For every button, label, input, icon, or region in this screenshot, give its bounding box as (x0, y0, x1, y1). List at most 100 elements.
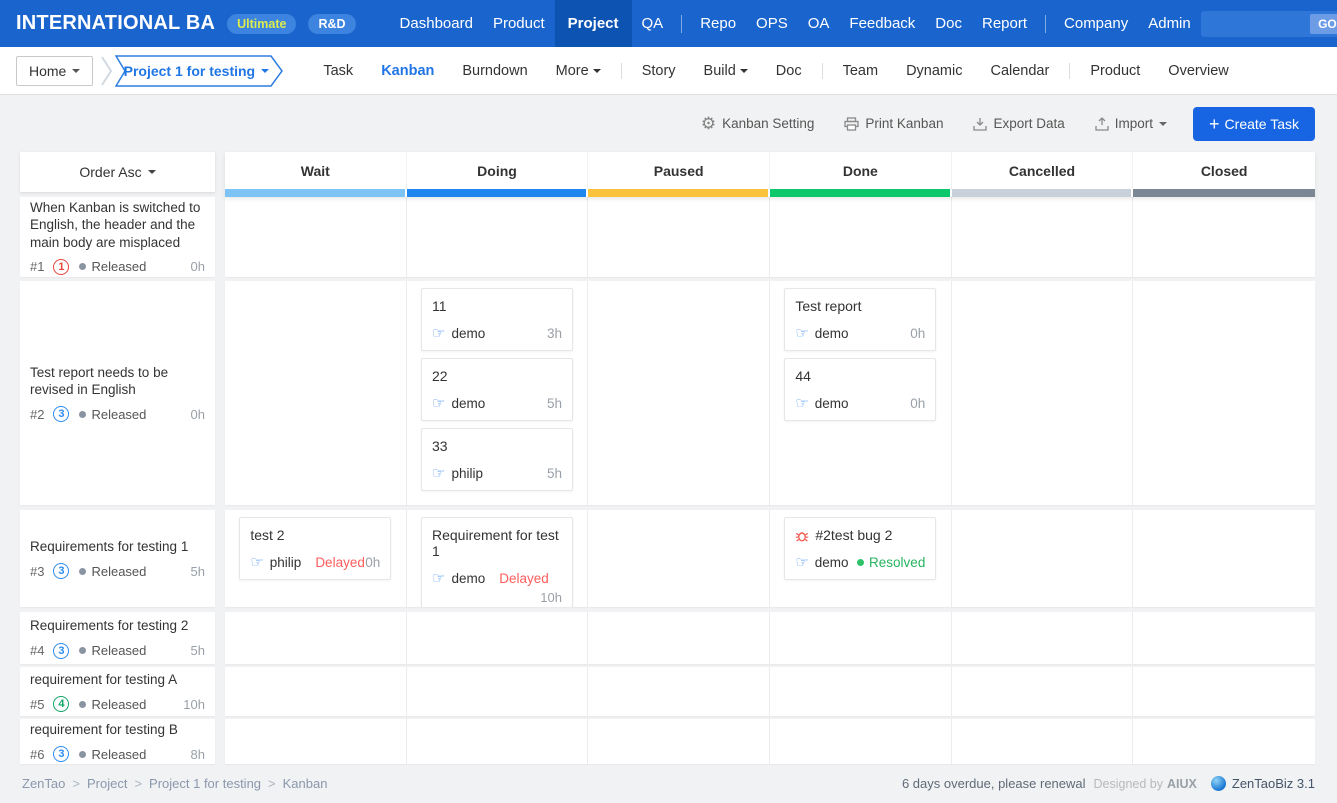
story-title: Requirements for testing 1 (30, 538, 189, 554)
task-card[interactable]: Test report ☞ demo 0h (784, 288, 937, 351)
priority-icon: 1 (53, 258, 70, 275)
tab-doc[interactable]: Doc (775, 62, 802, 79)
story-card[interactable]: When Kanban is switched to English, the … (20, 197, 215, 277)
nav-oa[interactable]: OA (807, 15, 830, 32)
home-dropdown[interactable]: Home (16, 55, 94, 86)
task-card[interactable]: test 2 ☞ philip Delayed 0h (239, 517, 392, 580)
tab-overview[interactable]: Overview (1168, 62, 1229, 79)
story-hours: 0h (190, 406, 205, 422)
assignee-name: demo (451, 326, 486, 341)
designer-link[interactable]: AIUX (1167, 776, 1197, 791)
tab-kanban[interactable]: Kanban (381, 62, 435, 79)
kanban-cell[interactable] (588, 612, 770, 664)
kanban-cell[interactable] (225, 281, 407, 505)
swimlane: test 2 ☞ philip Delayed 0h Requirement f… (225, 510, 1315, 607)
nav-qa[interactable]: QA (641, 15, 664, 32)
import-label: Import (1114, 116, 1154, 131)
tab-story[interactable]: Story (641, 62, 676, 79)
kanban-cell[interactable] (1133, 281, 1315, 505)
nav-admin[interactable]: Admin (1148, 15, 1191, 32)
sort-order-dropdown[interactable]: Order Asc (20, 152, 215, 192)
kanban-cell[interactable] (770, 667, 952, 716)
tab-burndown[interactable]: Burndown (462, 62, 528, 79)
nav-company[interactable]: Company (1064, 15, 1129, 32)
story-card[interactable]: requirement for testing B #6 3 Released … (20, 719, 215, 764)
kanban-cell[interactable] (225, 197, 407, 277)
kanban-cell[interactable]: Test report ☞ demo 0h 44 ☞ demo 0h (770, 281, 952, 505)
kanban-cell[interactable]: Requirement for test 1 ☞ demo Delayed 10… (407, 510, 589, 607)
task-card[interactable]: 44 ☞ demo 0h (784, 358, 937, 421)
task-card[interactable]: 33 ☞ philip 5h (420, 428, 573, 491)
breadcrumb-project[interactable]: Project (86, 776, 128, 791)
project-switcher[interactable]: Project 1 for testing (115, 54, 284, 87)
story-card[interactable]: Requirements for testing 2 #4 3 Released… (20, 612, 215, 664)
tab-dynamic[interactable]: Dynamic (906, 62, 963, 79)
breadcrumb-project-name[interactable]: Project 1 for testing (149, 776, 262, 791)
search-input[interactable] (1208, 15, 1309, 32)
nav-doc[interactable]: Doc (935, 15, 962, 32)
kanban-cell[interactable]: 11 ☞ demo 3h 22 ☞ demo 5h (407, 281, 589, 505)
kanban-cell[interactable] (952, 281, 1134, 505)
kanban-cell[interactable] (952, 612, 1134, 664)
tab-team[interactable]: Team (842, 62, 879, 79)
kanban-cell[interactable] (1133, 612, 1315, 664)
task-card[interactable]: 11 ☞ demo 3h (420, 288, 573, 351)
create-task-button[interactable]: + Create Task (1193, 106, 1315, 141)
kanban-cell[interactable] (1133, 667, 1315, 716)
priority-icon: 3 (53, 642, 70, 659)
kanban-cell[interactable] (407, 667, 589, 716)
nav-product[interactable]: Product (492, 15, 545, 32)
kanban-cell[interactable] (952, 667, 1134, 716)
kanban-cell[interactable] (952, 510, 1134, 607)
kanban-cell[interactable] (225, 667, 407, 716)
kanban-cell[interactable] (588, 281, 770, 505)
kanban-cell[interactable] (407, 197, 589, 277)
bug-card[interactable]: #2test bug 2 ☞ demo Resolved (784, 517, 937, 580)
kanban-cell[interactable] (952, 197, 1134, 277)
search-go-button[interactable]: GO! (1310, 13, 1337, 34)
kanban-cell[interactable] (588, 510, 770, 607)
import-button[interactable]: Import (1095, 116, 1168, 131)
kanban-cell[interactable] (1133, 510, 1315, 607)
kanban-cell[interactable] (588, 719, 770, 764)
kanban-cell[interactable] (770, 719, 952, 764)
breadcrumb-separator: > (134, 776, 143, 791)
column-header-paused: Paused (588, 152, 770, 189)
export-data-button[interactable]: Export Data (973, 116, 1065, 131)
kanban-cell[interactable] (225, 719, 407, 764)
breadcrumb-zentao[interactable]: ZenTao (22, 776, 66, 791)
tab-product[interactable]: Product (1090, 62, 1141, 79)
story-card[interactable]: requirement for testing A #5 4 Released … (20, 667, 215, 716)
kanban-cell[interactable] (1133, 719, 1315, 764)
kanban-cell[interactable] (407, 612, 589, 664)
tab-more[interactable]: More (542, 63, 615, 79)
kanban-cell[interactable] (770, 197, 952, 277)
kanban-cell[interactable]: #2test bug 2 ☞ demo Resolved (770, 510, 952, 607)
kanban-cell[interactable] (407, 719, 589, 764)
nav-feedback[interactable]: Feedback (849, 15, 916, 32)
kanban-cell[interactable] (225, 612, 407, 664)
task-card[interactable]: Requirement for test 1 ☞ demo Delayed 10… (420, 517, 573, 607)
nav-project[interactable]: Project (554, 0, 632, 47)
nav-report[interactable]: Report (981, 15, 1028, 32)
kanban-cell[interactable] (770, 612, 952, 664)
kanban-cell[interactable] (588, 667, 770, 716)
kanban-cell[interactable] (952, 719, 1134, 764)
kanban-cell[interactable] (588, 197, 770, 277)
kanban-setting-button[interactable]: ⚙ Kanban Setting (701, 115, 815, 132)
footer-brand-link[interactable]: ZenTaoBiz 3.1 (1231, 776, 1315, 791)
tab-calendar[interactable]: Calendar (990, 62, 1050, 79)
kanban-cell[interactable]: test 2 ☞ philip Delayed 0h (225, 510, 407, 607)
print-kanban-button[interactable]: Print Kanban (844, 116, 943, 131)
nav-dashboard[interactable]: Dashboard (399, 15, 473, 32)
kanban-cell[interactable] (1133, 197, 1315, 277)
story-card[interactable]: Test report needs to be revised in Engli… (20, 281, 215, 505)
story-card[interactable]: Requirements for testing 1 #3 3 Released… (20, 510, 215, 607)
resolved-badge: Resolved (857, 555, 925, 570)
nav-ops[interactable]: OPS (756, 15, 788, 32)
task-card[interactable]: 22 ☞ demo 5h (420, 358, 573, 421)
breadcrumb-kanban[interactable]: Kanban (282, 776, 328, 791)
tab-task[interactable]: Task (323, 62, 354, 79)
nav-repo[interactable]: Repo (700, 15, 737, 32)
tab-build[interactable]: Build (690, 63, 762, 79)
